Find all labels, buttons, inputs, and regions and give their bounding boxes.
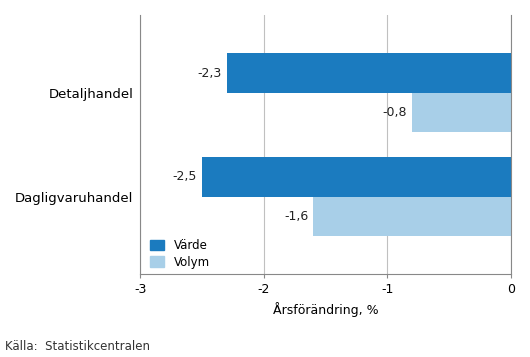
Legend: Värde, Volym: Värde, Volym xyxy=(150,239,210,268)
Bar xyxy=(202,157,511,197)
Bar xyxy=(227,54,511,93)
Bar xyxy=(313,197,511,236)
Text: -1,6: -1,6 xyxy=(284,210,308,223)
Text: -2,3: -2,3 xyxy=(198,67,222,80)
X-axis label: Årsförändring, %: Årsförändring, % xyxy=(273,302,378,317)
Text: Källa:  Statistikcentralen: Källa: Statistikcentralen xyxy=(5,341,151,353)
Text: -0,8: -0,8 xyxy=(383,106,407,119)
Text: -2,5: -2,5 xyxy=(173,170,197,183)
Bar xyxy=(412,93,511,132)
